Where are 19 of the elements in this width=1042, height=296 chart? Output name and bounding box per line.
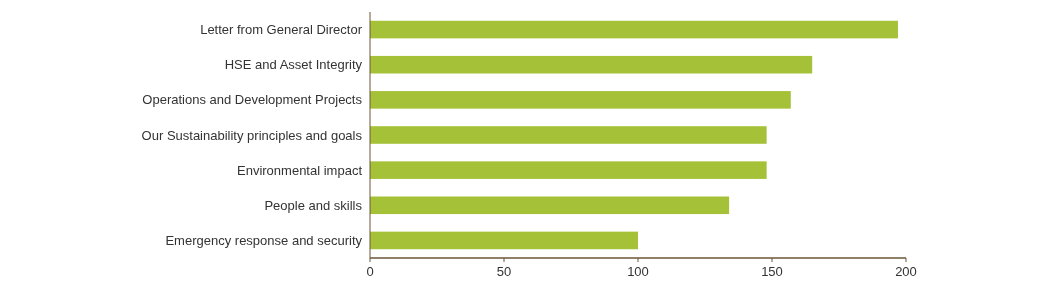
x-tick-label: 0 <box>366 264 374 279</box>
y-tick-label: Operations and Development Projects <box>142 92 363 108</box>
y-tick-label: Letter from General Director <box>200 22 363 38</box>
bar <box>370 231 638 250</box>
y-tick-label: Environmental impact <box>237 162 363 178</box>
bar <box>370 161 767 179</box>
x-tick-label: 100 <box>627 264 649 279</box>
bar <box>370 196 730 215</box>
x-tick-label: 150 <box>761 264 783 279</box>
y-tick-label: Emergency response and security <box>165 232 363 248</box>
bar <box>370 91 791 109</box>
x-tick-label: 50 <box>496 264 512 279</box>
x-tick-label: 200 <box>895 264 917 279</box>
y-tick-label: HSE and Asset Integrity <box>224 57 363 73</box>
bar <box>370 126 767 144</box>
y-tick-label: Our Sustainability principles and goals <box>141 127 363 143</box>
y-tick-label: People and skills <box>264 197 363 213</box>
bar <box>370 55 813 74</box>
bar <box>370 20 898 39</box>
